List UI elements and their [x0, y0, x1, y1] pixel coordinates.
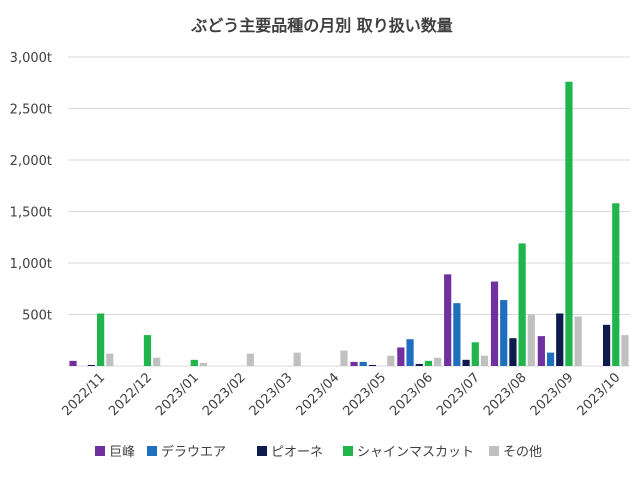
bar: [424, 360, 433, 366]
legend-swatch: [95, 446, 105, 456]
x-tick-label: 2023/05: [340, 370, 389, 419]
legend-item: その他: [489, 445, 542, 460]
bar: [480, 355, 489, 366]
legend-item: デラウエア: [147, 444, 226, 460]
bar: [500, 300, 508, 366]
bar: [453, 303, 461, 366]
legend-swatch: [343, 446, 353, 456]
legend-label: その他: [503, 445, 542, 460]
x-tick-label: 2023/03: [247, 370, 296, 419]
bar: [462, 359, 470, 366]
bar: [518, 243, 526, 366]
y-axis-ticks: 500t 1,000t 1,500t 2,000t 2,500t 3,000t: [10, 51, 52, 324]
legend-item: 巨峰: [95, 445, 135, 460]
x-tick-label: 2023/04: [294, 370, 343, 419]
bar: [537, 336, 545, 366]
x-tick-label: 2022/12: [106, 370, 155, 419]
bar: [143, 335, 152, 366]
bar: [199, 362, 208, 366]
legend-item: シャインマスカット: [343, 445, 474, 460]
x-axis-ticks: 2022/112022/122023/012023/022023/032023/…: [59, 370, 623, 419]
legend-label: シャインマスカット: [357, 445, 474, 460]
bar: [69, 360, 77, 366]
x-tick-label: 2023/07: [434, 370, 483, 419]
legend-swatch: [489, 446, 499, 456]
bar: [350, 361, 358, 366]
bar: [602, 324, 611, 366]
legend-label: ピオーネ: [271, 445, 323, 460]
bar: [527, 314, 535, 366]
y-tick-label: 500t: [22, 309, 52, 324]
bar: [406, 339, 414, 366]
bars: [69, 81, 629, 366]
x-tick-label: 2023/06: [387, 370, 436, 419]
gridlines: [68, 56, 630, 367]
bar: [387, 355, 395, 366]
bar: [368, 364, 377, 366]
bar: [471, 342, 479, 366]
bar: [97, 313, 105, 366]
bar: [574, 316, 582, 366]
legend-swatch: [147, 446, 157, 456]
bar: [612, 203, 620, 366]
bar: [87, 364, 96, 366]
bar: [397, 347, 405, 366]
bar: [509, 338, 517, 366]
bar: [415, 363, 423, 366]
y-tick-label: 1,500t: [10, 206, 52, 221]
bar: [340, 350, 348, 366]
chart-title: ぶどう主要品種の月別 取り扱い数量: [191, 16, 453, 35]
bar: [293, 352, 301, 366]
bar: [556, 313, 564, 366]
bar: [444, 274, 452, 366]
bar: [565, 81, 573, 366]
x-tick-label: 2023/08: [481, 370, 530, 419]
x-tick-label: 2023/01: [153, 370, 202, 419]
y-tick-label: 2,500t: [10, 103, 52, 118]
bar: [621, 335, 629, 366]
bar: [106, 353, 114, 366]
y-tick-label: 2,000t: [10, 154, 52, 169]
y-tick-label: 3,000t: [10, 51, 52, 66]
bar: [490, 281, 499, 366]
y-tick-label: 1,000t: [10, 257, 52, 272]
legend-item: ピオーネ: [257, 445, 323, 460]
legend: 巨峰 デラウエア ピオーネ シャインマスカット その他: [95, 444, 542, 460]
bar: [246, 353, 254, 366]
bar: [153, 357, 161, 366]
bar: [546, 352, 555, 366]
legend-label: 巨峰: [109, 445, 135, 460]
bar: [434, 357, 442, 366]
x-tick-label: 2022/11: [59, 370, 108, 419]
legend-swatch: [257, 446, 267, 456]
x-tick-label: 2023/02: [200, 370, 249, 419]
x-tick-label: 2023/10: [575, 370, 624, 419]
legend-label: デラウエア: [161, 444, 226, 460]
x-tick-label: 2023/09: [528, 370, 577, 419]
bar: [190, 359, 198, 366]
bar: [359, 361, 367, 366]
